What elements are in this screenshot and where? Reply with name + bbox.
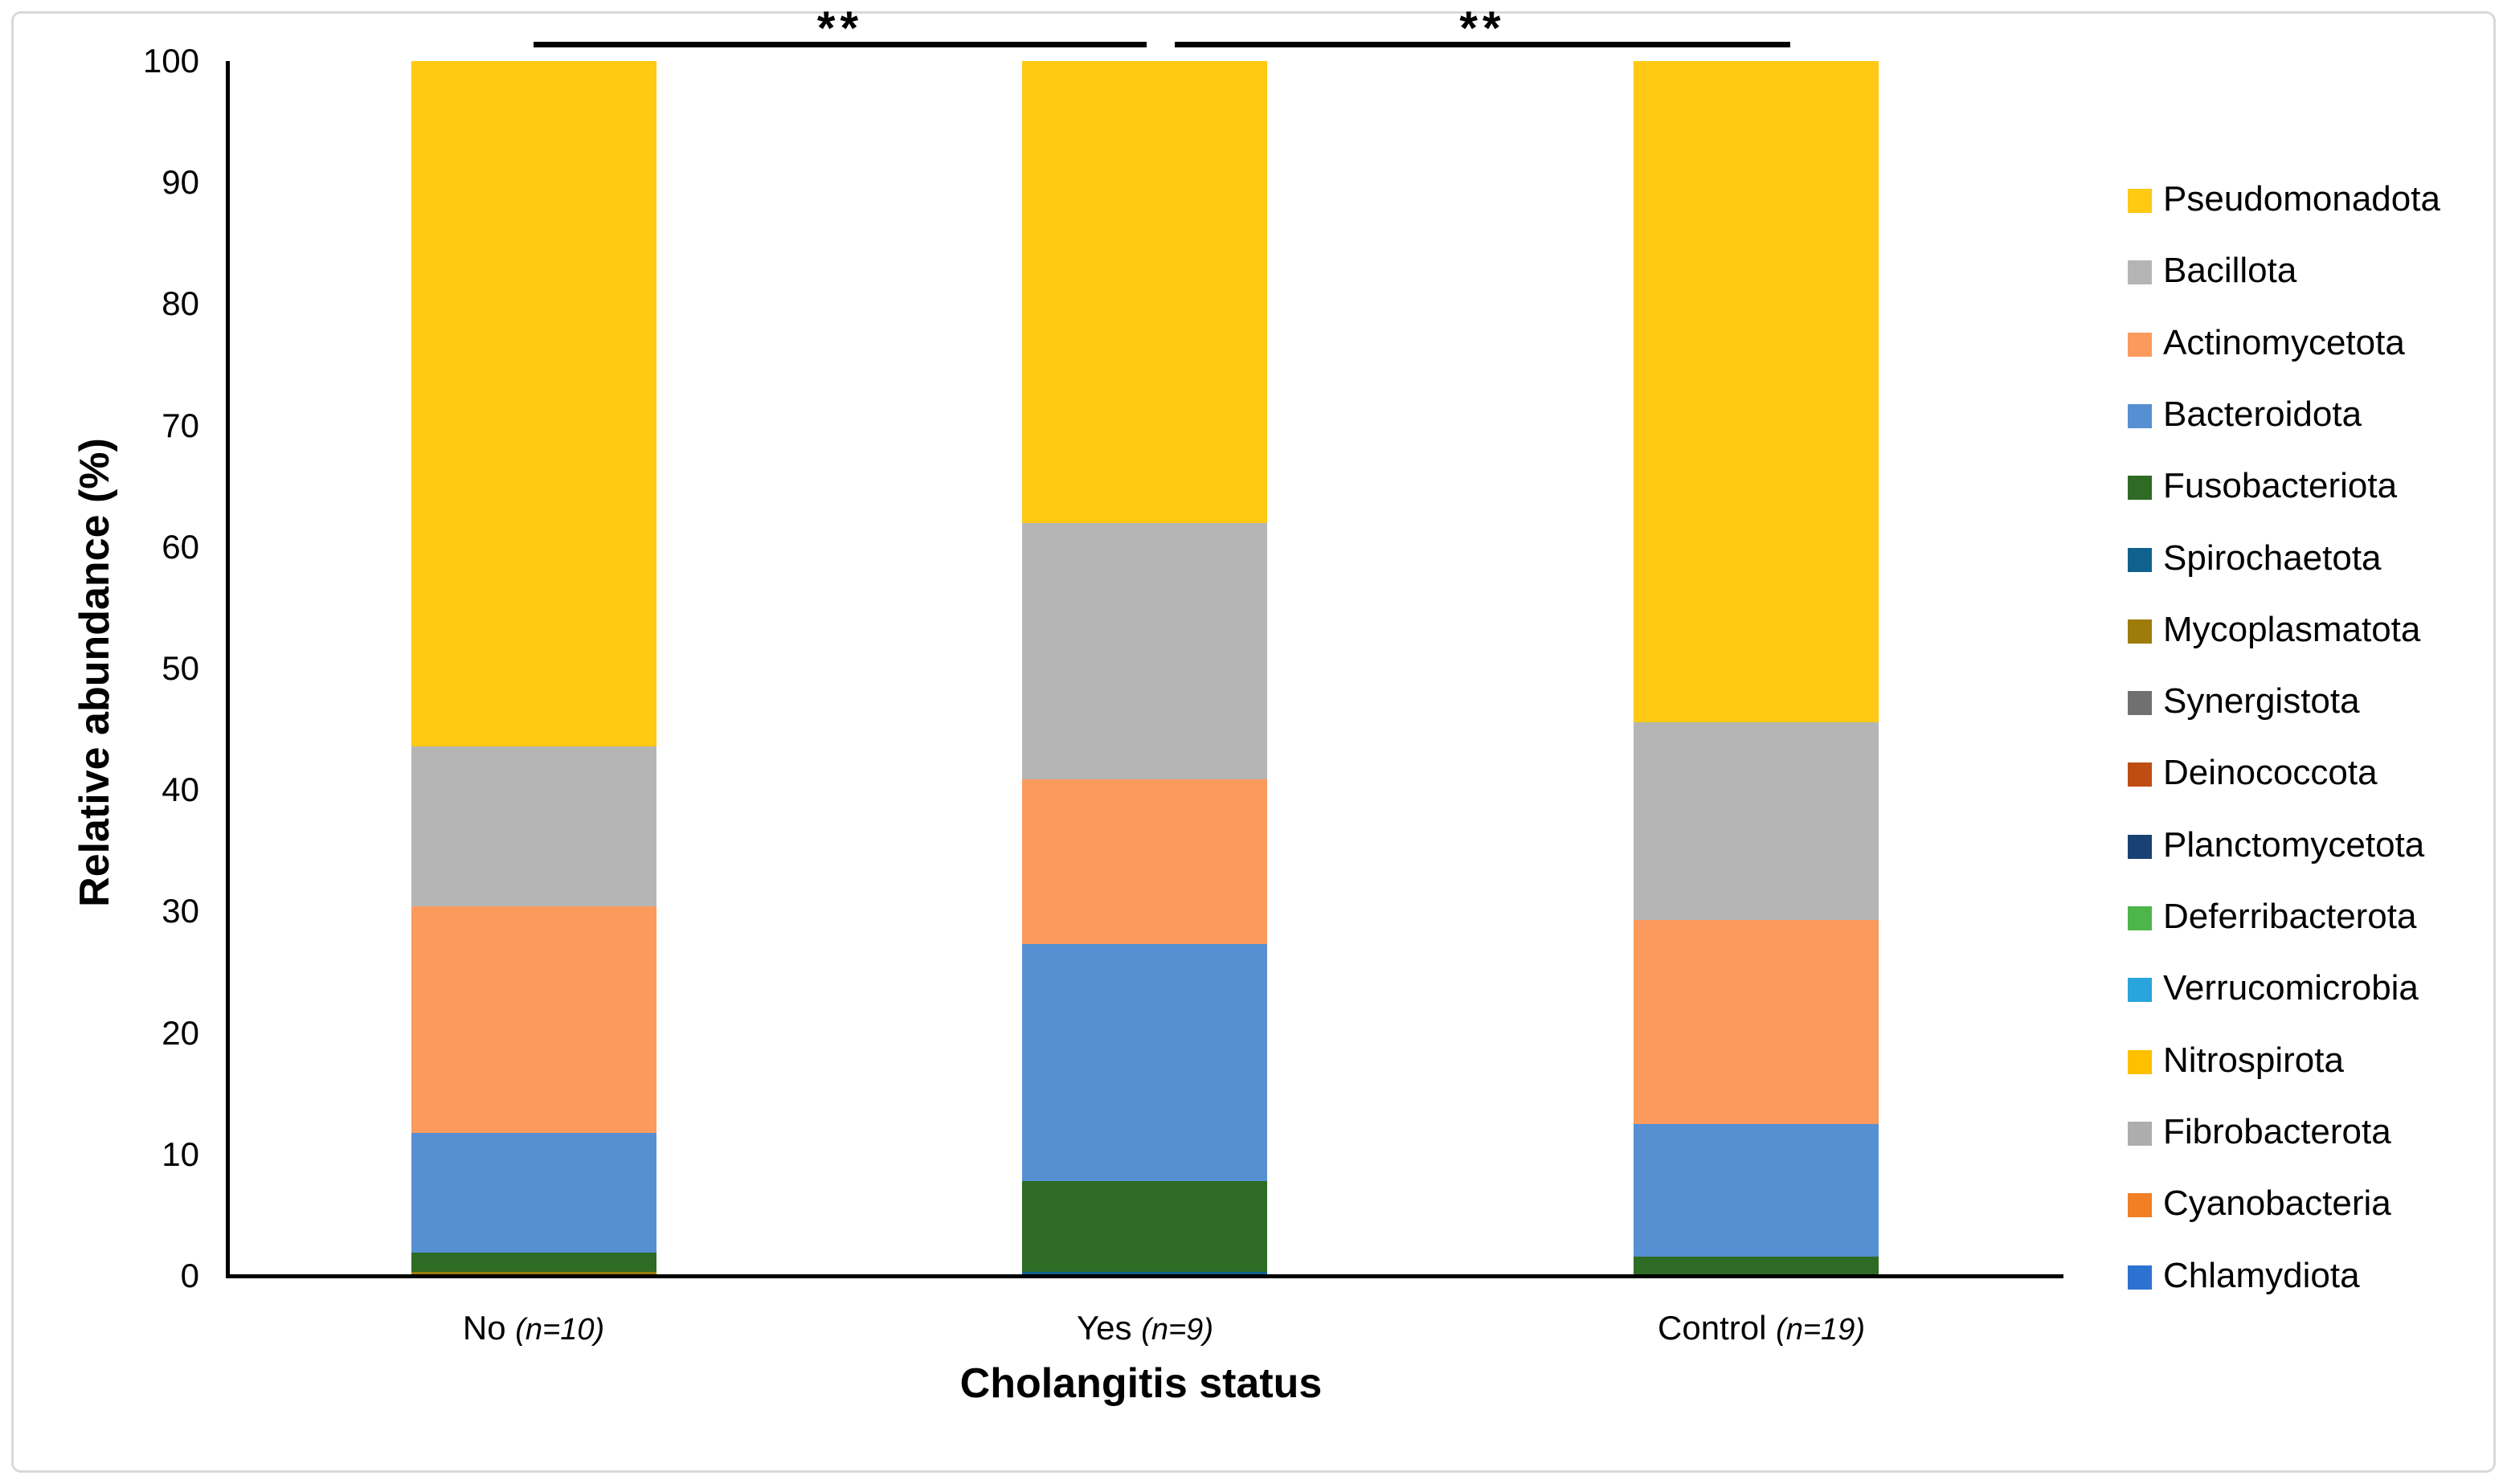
- y-tick-label: 20: [162, 1013, 199, 1052]
- legend-swatch-cyanobacteria: [2128, 1193, 2152, 1218]
- bar-segment-bacteroidota: [1022, 944, 1267, 1182]
- bar-segment-actinomycetota: [1634, 919, 1879, 1124]
- bar-segment-bacillota: [1022, 522, 1267, 779]
- legend-label: Deinococcota: [2163, 753, 2378, 793]
- y-tick-label: 90: [162, 163, 199, 202]
- legend-label: Mycoplasmatota: [2163, 609, 2421, 649]
- legend-label: Synergistota: [2163, 681, 2360, 722]
- legend-swatch-spirochaetota: [2128, 547, 2152, 572]
- y-tick-label: 40: [162, 771, 199, 809]
- legend-label: Nitrospirota: [2163, 1040, 2344, 1080]
- significance-line: [1175, 42, 1790, 47]
- y-tick-label: 60: [162, 527, 199, 566]
- bar-segment-fusobacteriota: [411, 1253, 656, 1273]
- bar-segment-pseudomonadota: [1634, 61, 1879, 722]
- significance-line: [534, 42, 1147, 47]
- y-tick-label: 30: [162, 892, 199, 930]
- legend-label: Bacteroidota: [2163, 394, 2362, 434]
- significance-stars: **: [816, 2, 864, 55]
- bar-segment-bacillota: [411, 746, 656, 907]
- legend-swatch-fibrobacterota: [2128, 1121, 2152, 1146]
- bar-segment-pseudomonadota: [411, 61, 656, 746]
- y-axis-line: [226, 61, 230, 1278]
- legend-label: Actinomycetota: [2163, 322, 2405, 362]
- x-axis-line: [226, 1274, 2063, 1278]
- bar-segment-actinomycetota: [411, 906, 656, 1133]
- legend-label: Spirochaetota: [2163, 538, 2382, 578]
- y-tick-label: 70: [162, 406, 199, 444]
- significance-stars: **: [1459, 2, 1506, 55]
- category-name: No: [462, 1309, 516, 1347]
- legend-swatch-fusobacteriota: [2128, 476, 2152, 501]
- legend-label: Bacillota: [2163, 251, 2297, 291]
- y-tick-label: 0: [180, 1257, 199, 1294]
- bar-segment-mycoplasmatota: [411, 1272, 656, 1276]
- legend-swatch-deinococcota: [2128, 762, 2152, 787]
- legend-swatch-mycoplasmatota: [2128, 619, 2152, 644]
- legend-swatch-chlamydiota: [2128, 1265, 2152, 1290]
- legend-label: Deferribacterota: [2163, 897, 2417, 936]
- y-tick-label: 50: [162, 649, 199, 687]
- y-tick-label: 80: [162, 284, 199, 323]
- category-sample-size: (n=10): [515, 1313, 605, 1347]
- legend-swatch-deferribacterota: [2128, 906, 2152, 930]
- category-sample-size: (n=9): [1141, 1313, 1213, 1347]
- bar-segment-bacteroidota: [1634, 1124, 1879, 1257]
- legend-label: Cyanobacteria: [2163, 1184, 2391, 1224]
- legend-label: Fusobacteriota: [2163, 466, 2398, 506]
- x-axis-title: Cholangitis status: [959, 1360, 1323, 1407]
- bar-segment-fusobacteriota: [1634, 1256, 1879, 1276]
- legend-swatch-pseudomonadota: [2128, 189, 2152, 213]
- legend-label: Chlamydiota: [2163, 1255, 2360, 1295]
- x-category-label: No (n=10): [333, 1308, 734, 1350]
- legend-label: Pseudomonadota: [2163, 179, 2440, 219]
- category-name: Control: [1658, 1309, 1777, 1347]
- legend-swatch-actinomycetota: [2128, 332, 2152, 357]
- x-category-label: Yes (n=9): [944, 1308, 1346, 1350]
- legend-label: Verrucomicrobia: [2163, 968, 2419, 1008]
- legend-label: Fibrobacterota: [2163, 1111, 2391, 1151]
- legend-swatch-planctomycetota: [2128, 834, 2152, 859]
- category-name: Yes: [1077, 1309, 1142, 1347]
- bar-segment-bacteroidota: [411, 1132, 656, 1253]
- legend-swatch-bacteroidota: [2128, 403, 2152, 428]
- legend-swatch-verrucomicrobia: [2128, 978, 2152, 1003]
- bar-segment-actinomycetota: [1022, 779, 1267, 945]
- bar-segment-fusobacteriota: [1022, 1181, 1267, 1273]
- x-category-label: Control (n=19): [1560, 1308, 1962, 1350]
- bar-segment-pseudomonadota: [1022, 61, 1267, 523]
- bar-segment-bacillota: [1634, 722, 1879, 920]
- category-sample-size: (n=19): [1776, 1313, 1865, 1347]
- y-tick-label: 10: [162, 1134, 199, 1173]
- legend-swatch-synergistota: [2128, 691, 2152, 716]
- legend-swatch-bacillota: [2128, 260, 2152, 285]
- legend-swatch-nitrospirota: [2128, 1049, 2152, 1074]
- bar-segment-spirochaetota: [1022, 1272, 1267, 1276]
- legend-label: Planctomycetota: [2163, 824, 2425, 865]
- y-tick-label: 100: [142, 42, 199, 80]
- figure-border: [11, 11, 2496, 1473]
